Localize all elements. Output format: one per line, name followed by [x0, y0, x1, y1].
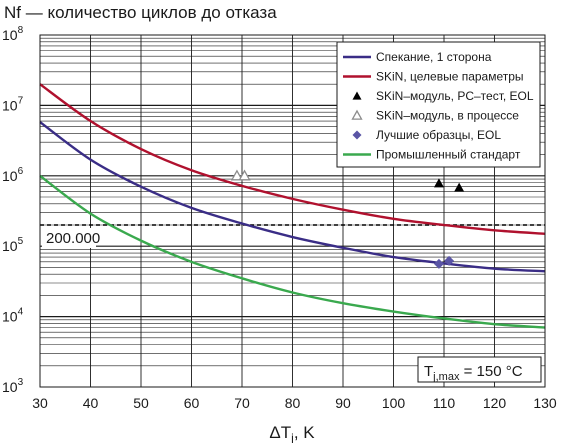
annotation-sub: j,max — [432, 371, 460, 383]
chart-title: Nf — количество циклов до отказа — [4, 3, 277, 22]
series-marker-2-0 — [433, 178, 444, 188]
x-tick-label: 70 — [234, 395, 250, 411]
annotation-main: T — [424, 363, 433, 380]
legend: Спекание, 1 сторона SKiN, целевые парамет… — [336, 41, 541, 168]
legend-label: SKiN–модуль, в процессе — [376, 109, 519, 123]
annotation-text: Tj,max = 150 °C — [424, 363, 523, 383]
legend-box — [336, 41, 541, 168]
x-axis-label-unit: , K — [294, 423, 315, 442]
legend-swatch-marker — [352, 91, 362, 100]
x-tick-label: 90 — [335, 395, 351, 411]
series-marker-2-1 — [454, 182, 465, 192]
y-tick-exponent: 5 — [18, 236, 24, 247]
x-tick-label: 40 — [83, 395, 99, 411]
y-tick-label: 107 — [2, 95, 24, 113]
x-axis-label: ΔTj, K — [269, 423, 315, 443]
y-tick-label: 108 — [2, 25, 24, 43]
series-marker-3-1 — [238, 169, 251, 181]
y-tick-base: 10 — [2, 168, 18, 184]
y-tick-base: 10 — [2, 97, 18, 113]
y-tick-label: 104 — [2, 307, 24, 325]
series-line-1 — [39, 83, 546, 236]
y-tick-exponent: 8 — [18, 25, 24, 36]
x-tick-label: 30 — [32, 395, 48, 411]
y-tick-base: 10 — [2, 309, 18, 325]
x-tick-label: 100 — [382, 395, 406, 411]
legend-label: SKiN, целевые параметры — [376, 70, 524, 84]
y-tick-exponent: 4 — [18, 307, 24, 318]
legend-label: Лучшие образцы, EOL — [376, 128, 501, 142]
reference-line-group: 200.000 — [40, 224, 545, 249]
x-tick-label: 60 — [184, 395, 200, 411]
annotation-rest: = 150 °C — [459, 363, 522, 380]
x-tick-label: 110 — [433, 395, 456, 411]
x-tick-label: 120 — [483, 395, 507, 411]
y-tick-base: 10 — [2, 379, 18, 395]
y-tick-label: 105 — [2, 236, 24, 254]
y-tick-exponent: 6 — [18, 166, 24, 177]
annotation-box — [417, 356, 542, 383]
x-tick-label: 80 — [285, 395, 301, 411]
legend-label: Спекание, 1 сторона — [376, 50, 492, 64]
x-tick-label: 50 — [133, 395, 149, 411]
y-tick-base: 10 — [2, 27, 18, 43]
y-tick-base: 10 — [2, 238, 18, 254]
y-tick-exponent: 7 — [18, 95, 24, 106]
plot-frame — [39, 34, 546, 388]
y-tick-exponent: 3 — [18, 377, 24, 388]
y-tick-label: 106 — [2, 166, 24, 184]
reference-line-label-bg — [42, 228, 96, 249]
series-group — [39, 83, 546, 329]
x-axis-label-sub: j — [290, 431, 294, 443]
series-line-0 — [39, 121, 546, 273]
series-line-5 — [39, 174, 546, 329]
series-marker-4-1 — [444, 255, 455, 266]
annotation-group: Tj,max = 150 °C — [417, 356, 542, 383]
reference-line-label: 200.000 — [46, 230, 100, 247]
series-marker-3-0 — [230, 169, 244, 181]
legend-swatch-marker — [352, 130, 362, 140]
legend-label: SKiN–модуль, PC–тест, EOL — [376, 89, 534, 103]
x-axis-label-main: ΔT — [269, 423, 291, 442]
legend-swatch-marker — [351, 109, 363, 120]
x-tick-label: 130 — [533, 395, 557, 411]
legend-label: Промышленный стандарт — [376, 148, 521, 162]
series-marker-4-0 — [433, 258, 444, 269]
y-tick-label: 103 — [2, 377, 24, 395]
x-tick-labels: 30 40 50 60 70 80 90 100 110 120 130 — [32, 395, 557, 411]
